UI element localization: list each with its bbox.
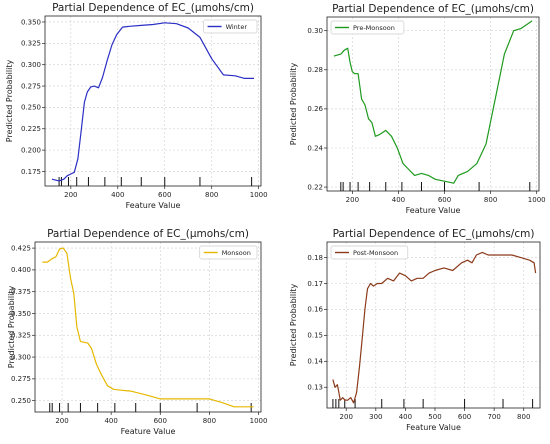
x-tick-label: 200 [346, 196, 359, 204]
y-tick-label: 0.375 [11, 288, 31, 296]
chart-title: Partial Dependence of EC_(µmohs/cm) [52, 2, 254, 14]
x-axis-label: Feature Value [406, 423, 461, 432]
x-tick-label: 600 [154, 417, 167, 425]
y-tick-label: 0.250 [21, 104, 41, 112]
y-tick-label: 0.300 [11, 353, 31, 361]
y-tick-label: 0.275 [11, 375, 31, 383]
plot-area-frame [44, 15, 262, 187]
y-tick-label: 0.325 [11, 332, 31, 340]
y-tick-label: 0.24 [307, 144, 323, 152]
x-tick-label: 600 [158, 191, 171, 199]
x-tick-label: 400 [104, 417, 117, 425]
y-tick-label: 0.250 [11, 397, 31, 405]
x-tick-label: 400 [111, 191, 124, 199]
y-axis-label: Predicted Probability [289, 284, 298, 367]
series-line-winter [51, 22, 254, 182]
y-tick-label: 0.275 [21, 82, 41, 90]
y-tick-label: 0.17 [307, 280, 323, 288]
x-tick-label: 200 [340, 413, 353, 421]
x-tick-label: 800 [517, 413, 530, 421]
y-tick-label: 0.350 [11, 310, 31, 318]
legend-label: Monsoon [222, 249, 251, 257]
y-tick-label: 0.175 [21, 168, 41, 176]
x-tick-label: 800 [205, 191, 218, 199]
y-tick-label: 0.425 [11, 244, 31, 252]
y-tick-label: 0.22 [307, 183, 323, 191]
x-tick-label: 400 [399, 413, 412, 421]
x-tick-label: 600 [438, 196, 451, 204]
x-tick-label: 1000 [528, 196, 546, 204]
x-tick-label: 300 [369, 413, 382, 421]
y-tick-label: 0.350 [21, 18, 41, 26]
y-axis-label: Predicted Probability [5, 60, 14, 143]
x-tick-label: 600 [458, 413, 471, 421]
x-tick-label: 500 [428, 413, 441, 421]
series-line-monsoon [42, 247, 254, 408]
y-tick-label: 0.400 [11, 266, 31, 274]
series-line-post-monsoon [332, 251, 537, 404]
series-line-pre-monsoon [333, 20, 533, 184]
y-tick-label: 0.18 [307, 254, 323, 262]
x-tick-label: 800 [484, 196, 497, 204]
y-tick-label: 0.200 [21, 146, 41, 154]
plot-area-frame [34, 241, 262, 413]
y-axis-label: Predicted Probability [7, 286, 16, 369]
x-axis-label: Feature Value [126, 201, 181, 210]
chart-title: Partial Dependence of EC_(µmohs/cm) [47, 228, 249, 240]
y-tick-label: 0.16 [307, 306, 323, 314]
legend-label: Post-Monsoon [353, 249, 398, 257]
plot-area-frame [326, 241, 541, 409]
y-tick-label: 0.28 [307, 66, 323, 74]
y-tick-label: 0.13 [307, 384, 323, 392]
winter-panel: Partial Dependence of EC_(µmohs/cm) 0.175… [5, 2, 268, 210]
chart-title: Partial Dependence of EC_(µmohs/cm) [333, 228, 535, 240]
x-axis-label: Feature Value [121, 427, 176, 436]
y-tick-label: 0.225 [21, 125, 41, 133]
x-tick-label: 800 [203, 417, 216, 425]
y-tick-label: 0.30 [307, 27, 323, 35]
monsoon-panel: Partial Dependence of EC_(µmohs/cm) 0.250… [7, 228, 267, 436]
x-tick-label: 200 [64, 191, 77, 199]
legend-box [199, 245, 258, 260]
x-tick-label: 1000 [250, 417, 268, 425]
pre-monsoon-panel: Partial Dependence of EC_(µmohs/cm) 0.22 0… [289, 3, 546, 215]
x-tick-label: 400 [392, 196, 405, 204]
x-axis-label: Feature Value [406, 206, 461, 215]
y-tick-label: 0.15 [307, 332, 323, 340]
x-tick-label: 1000 [250, 191, 268, 199]
y-tick-label: 0.300 [21, 61, 41, 69]
legend-box [330, 20, 405, 35]
y-tick-label: 0.26 [307, 105, 323, 113]
y-tick-label: 0.325 [21, 40, 41, 48]
x-tick-label: 700 [487, 413, 500, 421]
legend-label: Pre-Monsoon [353, 24, 395, 32]
y-tick-label: 0.14 [307, 358, 323, 366]
legend-box [203, 19, 258, 34]
legend-label: Winter [226, 23, 248, 31]
plot-area-frame [326, 16, 540, 192]
chart-title: Partial Dependence of EC_(µmohs/cm) [332, 3, 534, 15]
post-monsoon-panel: Partial Dependence of EC_(µmohs/cm) 0.13 0… [289, 228, 541, 432]
x-tick-label: 200 [55, 417, 68, 425]
legend-box [330, 245, 409, 260]
y-axis-label: Predicted Probability [289, 63, 298, 146]
